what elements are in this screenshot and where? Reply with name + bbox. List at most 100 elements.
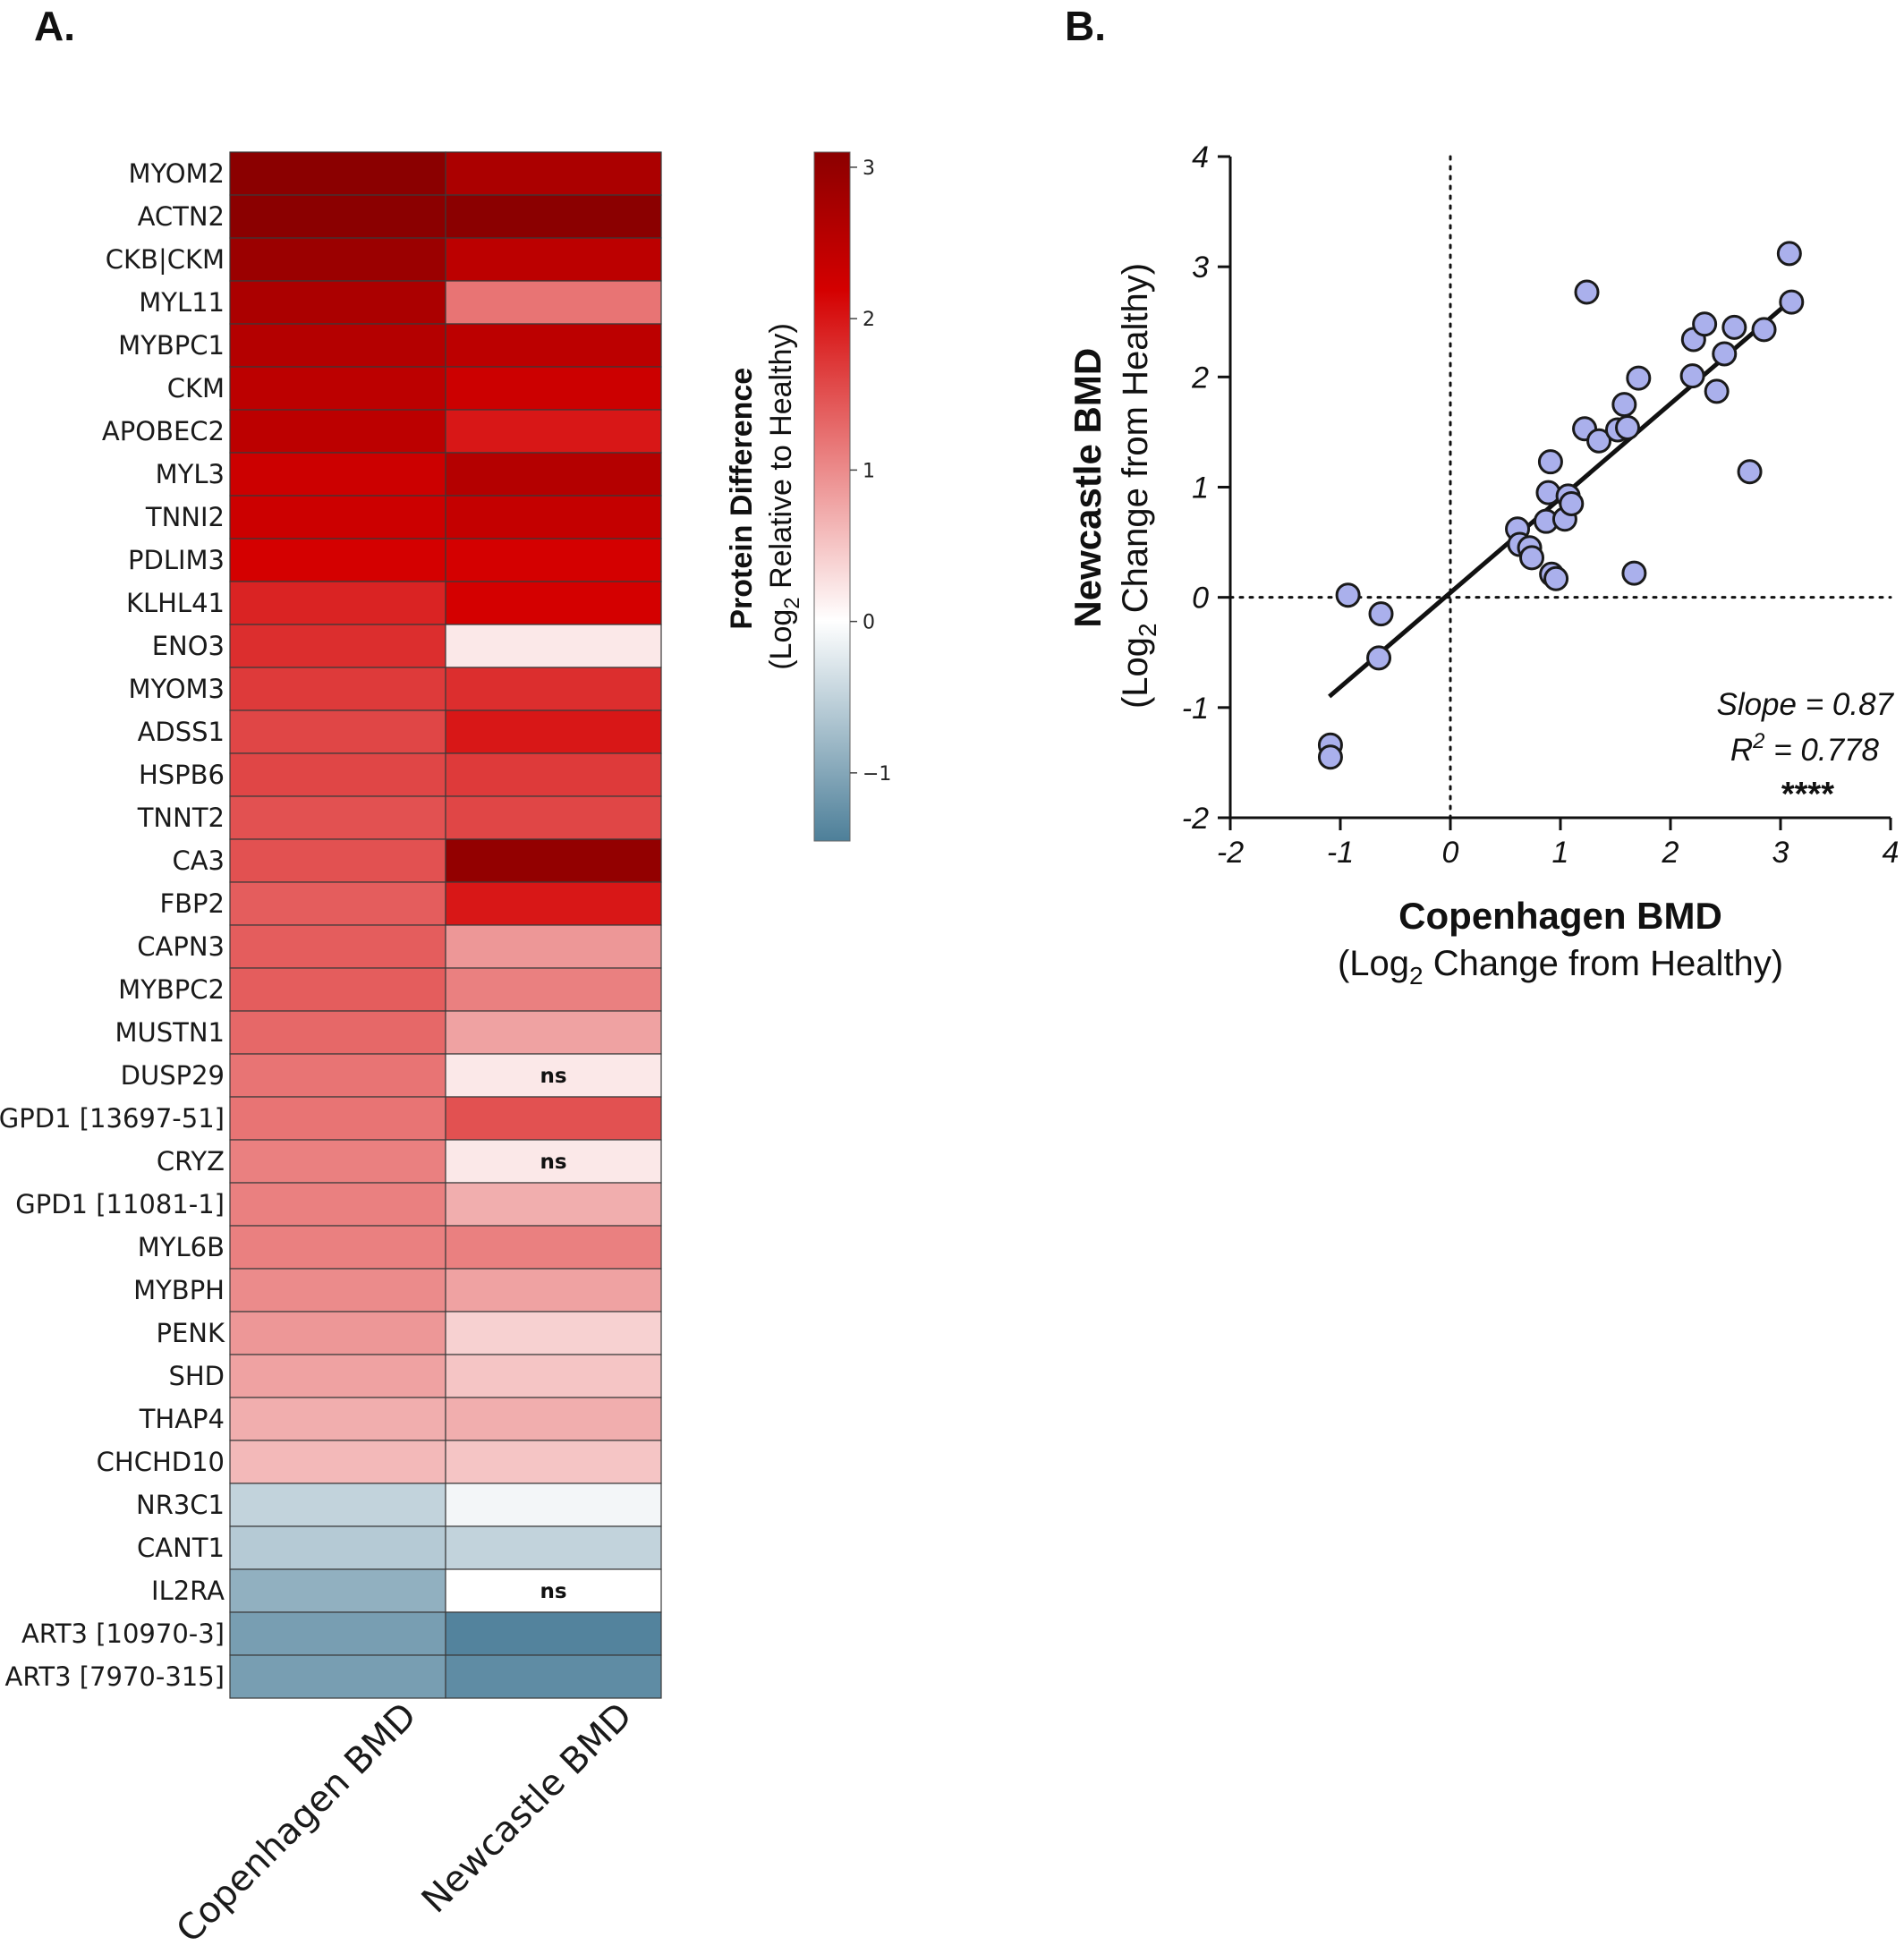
column-label: Copenhagen BMD bbox=[169, 1695, 425, 1951]
heatmap-cell bbox=[229, 1311, 446, 1355]
row-label: MUSTN1 bbox=[115, 1017, 225, 1048]
scatter-point bbox=[1366, 645, 1392, 671]
scatter-point bbox=[1604, 417, 1630, 443]
scatter-point bbox=[1551, 506, 1577, 532]
x-tick-label: -2 bbox=[1217, 836, 1244, 870]
heatmap-cell bbox=[445, 1482, 662, 1527]
heatmap-cell bbox=[445, 538, 662, 582]
heatmap-cell bbox=[445, 1311, 662, 1355]
heatmap-cell bbox=[229, 667, 446, 711]
row-label: ADSS1 bbox=[138, 717, 225, 747]
heatmap-cell bbox=[445, 1440, 662, 1484]
heatmap-cell bbox=[229, 280, 446, 325]
r2-sup: 2 bbox=[1752, 729, 1764, 753]
heatmap-cell bbox=[229, 838, 446, 883]
row-label: CHCHD10 bbox=[97, 1447, 225, 1477]
y-tick-label: 3 bbox=[1192, 251, 1209, 285]
heatmap-cell bbox=[445, 924, 662, 969]
scatter-axis-labels: Copenhagen BMD (Log2 Change from Healthy… bbox=[1067, 263, 1783, 990]
heatmap-cell bbox=[229, 495, 446, 539]
scatter-point bbox=[1537, 449, 1563, 475]
panel-a-letter: A. bbox=[34, 3, 75, 49]
row-label: MYBPH bbox=[133, 1275, 225, 1305]
x-tick-label: 2 bbox=[1662, 836, 1679, 870]
scatter-point bbox=[1704, 378, 1730, 404]
heatmap-cell bbox=[229, 323, 446, 368]
heatmap-cell bbox=[445, 1139, 662, 1184]
heatmap-cell bbox=[229, 752, 446, 797]
scatter-point bbox=[1517, 535, 1543, 561]
heatmap-cell bbox=[445, 1525, 662, 1570]
scatter-point bbox=[1519, 545, 1545, 571]
scatter-point bbox=[1535, 480, 1561, 505]
heatmap-cell bbox=[229, 366, 446, 411]
heatmap-cell bbox=[445, 1654, 662, 1699]
row-label: DUSP29 bbox=[121, 1060, 225, 1091]
row-label: MYL11 bbox=[139, 287, 225, 318]
scatter-point bbox=[1507, 531, 1533, 557]
r2-prefix: R bbox=[1730, 733, 1753, 768]
row-label: ENO3 bbox=[152, 631, 225, 661]
scatter-point bbox=[1317, 732, 1343, 758]
x-axis-label-sub: 2 bbox=[1409, 962, 1424, 990]
heatmap-cell bbox=[229, 1139, 446, 1184]
heatmap-cell bbox=[445, 838, 662, 883]
heatmap-cell bbox=[445, 1225, 662, 1270]
row-label: HSPB6 bbox=[139, 760, 225, 790]
colorbar-tick-label: 3 bbox=[863, 157, 875, 180]
row-label: MYBPC1 bbox=[118, 330, 225, 361]
heatmap-cell bbox=[445, 194, 662, 239]
scatter-fit-line bbox=[1328, 298, 1793, 699]
heatmap-cell bbox=[229, 409, 446, 454]
regression-line bbox=[1328, 298, 1793, 699]
row-label: NR3C1 bbox=[136, 1490, 225, 1520]
scatter-point bbox=[1615, 414, 1641, 440]
x-axis-label-units: (Log2 Change from Healthy) bbox=[1338, 944, 1783, 990]
row-label: CKM bbox=[167, 373, 225, 404]
heatmap-cell bbox=[229, 452, 446, 497]
scatter-point bbox=[1368, 601, 1394, 627]
heatmap-cell bbox=[229, 924, 446, 969]
r2-suffix: = 0.778 bbox=[1765, 733, 1880, 768]
row-label: CRYZ bbox=[157, 1146, 225, 1177]
scatter-point bbox=[1543, 565, 1569, 591]
row-label: PDLIM3 bbox=[128, 545, 225, 575]
scatter-point bbox=[1555, 483, 1581, 509]
y-tick-label: 1 bbox=[1192, 472, 1209, 505]
scatter-point bbox=[1574, 279, 1600, 305]
heatmap-cell bbox=[445, 1053, 662, 1098]
row-label: MYOM2 bbox=[129, 158, 225, 189]
x-tick-label: 4 bbox=[1883, 836, 1900, 870]
heatmap-ns-labels: ns ns ns bbox=[540, 1065, 566, 1603]
heatmap-cell bbox=[445, 237, 662, 282]
heatmap-cell bbox=[445, 495, 662, 539]
column-label: Newcastle BMD bbox=[414, 1695, 641, 1922]
colorbar-tick-label: 1 bbox=[863, 460, 875, 482]
scatter-point bbox=[1626, 365, 1652, 391]
colorbar-tick-label: −1 bbox=[863, 763, 891, 786]
heatmap-cell bbox=[445, 1568, 662, 1613]
heatmap-cell bbox=[445, 1096, 662, 1141]
scatter-points bbox=[1317, 241, 1805, 770]
heatmap-chart: MYOM2 ACTN2 CKB|CKM MYL11 MYBPC1 CKM APOBEC2 MY… bbox=[0, 151, 891, 1951]
scatter-point bbox=[1712, 341, 1738, 367]
heatmap-cell bbox=[229, 795, 446, 840]
x-axis-label-prefix: (Log bbox=[1338, 944, 1409, 983]
colorbar-title-bold: Protein Difference bbox=[725, 368, 759, 630]
heatmap-cell bbox=[229, 1397, 446, 1441]
heatmap-cell bbox=[229, 1182, 446, 1227]
x-tick-label: -1 bbox=[1327, 836, 1354, 870]
scatter-point bbox=[1505, 516, 1531, 542]
ns-label: ns bbox=[540, 1065, 566, 1088]
scatter-point bbox=[1586, 428, 1612, 454]
significance-stars: **** bbox=[1781, 776, 1834, 813]
colorbar-tick-label: 0 bbox=[863, 612, 875, 634]
scatter-point bbox=[1721, 314, 1747, 340]
x-axis-label-suffix: Change from Healthy) bbox=[1424, 944, 1783, 983]
heatmap-cell bbox=[229, 581, 446, 625]
row-label: MYOM3 bbox=[129, 674, 225, 704]
x-tick-label: 0 bbox=[1442, 836, 1459, 870]
row-label: THAP4 bbox=[139, 1404, 225, 1434]
row-label: MYL6B bbox=[138, 1232, 225, 1262]
